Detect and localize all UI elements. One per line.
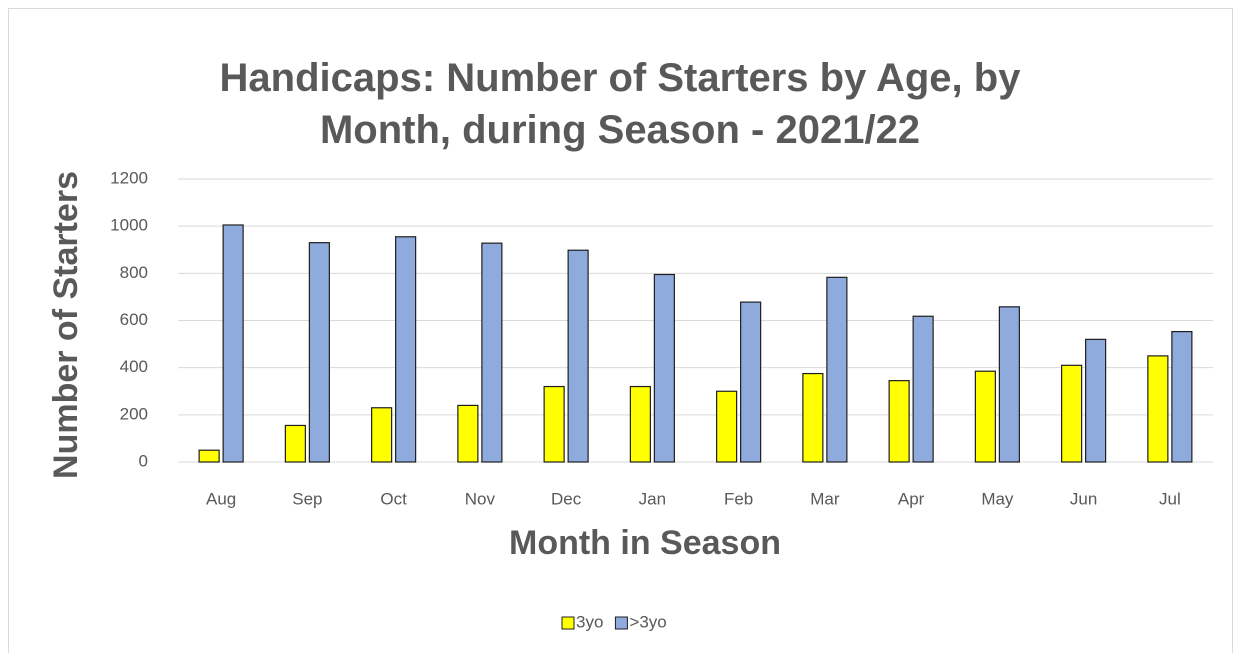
bar <box>1147 355 1169 463</box>
x-tick-label: Jul <box>1159 489 1181 508</box>
bar <box>740 301 762 463</box>
bar <box>308 242 330 463</box>
bar <box>371 407 393 463</box>
bar <box>629 385 651 463</box>
legend-swatch <box>614 616 628 630</box>
x-tick-label: Jan <box>639 489 666 508</box>
bar <box>284 424 306 463</box>
bar <box>912 315 934 463</box>
y-tick-label: 0 <box>139 451 148 470</box>
x-axis-label: Month in Season <box>509 524 781 562</box>
bar <box>974 370 996 463</box>
legend-label: >3yo <box>629 612 666 631</box>
bar <box>998 306 1020 463</box>
legend-swatch <box>561 616 575 630</box>
bar <box>653 273 675 463</box>
bar <box>826 276 848 463</box>
y-axis-label: Number of Starters <box>47 171 85 479</box>
bar <box>457 404 479 463</box>
bar <box>567 249 589 463</box>
bar <box>222 224 244 463</box>
bar <box>481 242 503 463</box>
legend-label: 3yo <box>576 612 603 631</box>
x-tick-label: Oct <box>380 489 407 508</box>
bar <box>716 390 738 463</box>
x-tick-label: Mar <box>810 489 840 508</box>
bar <box>1085 338 1107 463</box>
bar <box>802 372 824 463</box>
x-tick-label: Dec <box>551 489 582 508</box>
chart-title: Handicaps: Number of Starters by Age, by… <box>219 56 1021 152</box>
bar <box>543 385 565 463</box>
y-tick-label: 600 <box>120 310 148 329</box>
y-tick-label: 1000 <box>110 216 148 235</box>
y-tick-label: 1200 <box>110 168 148 187</box>
chart-border <box>8 8 1233 653</box>
bar <box>1061 364 1083 463</box>
x-tick-label: Jun <box>1070 489 1097 508</box>
x-tick-label: Apr <box>898 489 925 508</box>
bar <box>888 380 910 463</box>
x-tick-label: Nov <box>465 489 496 508</box>
bar <box>395 236 417 463</box>
x-tick-label: Feb <box>724 489 753 508</box>
y-tick-label: 800 <box>120 263 148 282</box>
x-tick-label: Sep <box>292 489 322 508</box>
y-tick-label: 400 <box>120 357 148 376</box>
x-tick-label: May <box>981 489 1014 508</box>
y-tick-label: 200 <box>120 404 148 423</box>
bar <box>198 449 220 463</box>
x-tick-label: Aug <box>206 489 236 508</box>
bar <box>1171 330 1193 463</box>
